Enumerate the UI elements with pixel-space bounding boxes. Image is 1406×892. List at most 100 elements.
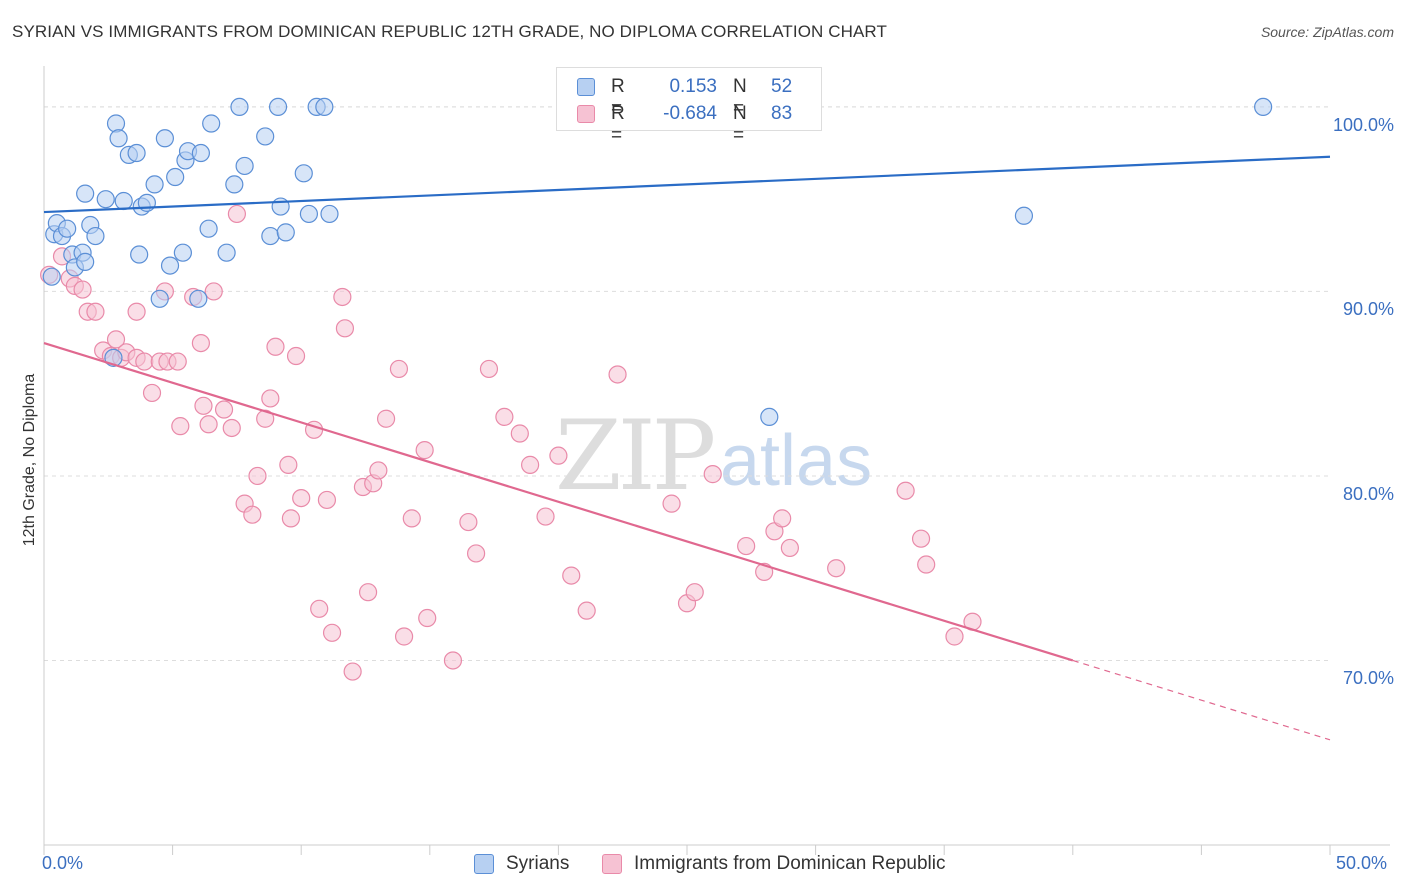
point-syrians — [217, 243, 236, 262]
point-syrians — [76, 252, 95, 272]
point-dominican — [199, 415, 218, 434]
point-syrians — [76, 184, 95, 203]
point-syrians — [145, 175, 164, 194]
legend-series: Syrians Immigrants from Dominican Republ… — [0, 852, 1406, 878]
point-dominican — [168, 352, 187, 371]
point-syrians — [299, 204, 319, 224]
point-dominican — [142, 383, 162, 403]
point-syrians — [760, 407, 779, 427]
legend-n-value: 83 — [771, 103, 793, 124]
point-dominican — [358, 583, 378, 602]
point-dominican — [510, 424, 529, 443]
point-dominican — [495, 407, 514, 427]
point-dominican — [917, 555, 936, 574]
point-dominican — [389, 359, 409, 379]
y-tick-label: 70.0% — [1342, 668, 1394, 689]
point-dominican — [248, 466, 267, 486]
point-dominican — [418, 608, 437, 628]
point-dominican — [394, 627, 414, 646]
series-syrians-points — [42, 97, 1273, 427]
point-dominican — [222, 418, 241, 438]
point-syrians — [160, 256, 180, 275]
point-syrians — [202, 114, 221, 133]
point-syrians — [235, 156, 254, 176]
legend-r-label: R = — [611, 103, 625, 146]
point-syrians — [86, 226, 105, 246]
point-syrians — [114, 191, 133, 211]
point-dominican — [562, 566, 581, 585]
point-dominican — [521, 455, 540, 474]
point-dominican — [266, 337, 285, 356]
point-dominican — [773, 509, 792, 528]
point-syrians — [225, 175, 244, 194]
point-syrians — [1254, 97, 1273, 117]
legend-bottom-swatch-syrians — [474, 854, 494, 874]
point-syrians — [189, 289, 208, 308]
point-syrians — [191, 143, 210, 163]
point-dominican — [322, 623, 342, 642]
point-syrians — [58, 219, 77, 238]
x-tick-label-min: 0.0% — [42, 853, 84, 873]
point-syrians — [315, 97, 334, 117]
legend-n-value: 52 — [771, 76, 793, 97]
point-syrians — [230, 97, 249, 117]
point-dominican — [415, 441, 434, 460]
trend-line-syrians — [43, 155, 1331, 214]
point-dominican — [292, 488, 311, 508]
point-dominican — [286, 346, 306, 366]
point-dominican — [214, 400, 234, 419]
point-syrians — [261, 226, 280, 246]
point-dominican — [310, 599, 329, 618]
x-tick-label-max: 50.0% — [1336, 853, 1388, 873]
legend-swatch-syrians — [577, 78, 595, 96]
point-dominican — [376, 409, 396, 428]
point-dominican — [194, 396, 213, 415]
point-dominican — [402, 509, 421, 528]
trend-line-dominican-extension — [1072, 659, 1331, 741]
point-dominican — [945, 627, 964, 646]
point-syrians — [276, 223, 295, 242]
point-dominican — [343, 662, 362, 681]
point-dominican — [827, 559, 846, 578]
point-dominican — [171, 417, 190, 436]
y-tick-label: 80.0% — [1342, 483, 1394, 504]
point-dominican — [317, 490, 337, 510]
watermark-zip: ZIP — [555, 400, 716, 512]
legend-bottom-swatch-dominican — [602, 854, 622, 874]
point-dominican — [135, 352, 154, 371]
axes — [43, 66, 1390, 855]
legend-r-value: 0.153 — [669, 76, 717, 97]
point-dominican — [279, 455, 298, 474]
legend-r-label: R = — [611, 76, 625, 119]
point-dominican — [333, 287, 352, 307]
point-syrians — [256, 127, 275, 146]
point-dominican — [369, 461, 388, 480]
point-dominican — [281, 509, 301, 528]
series-dominican-points — [40, 204, 982, 681]
legend-bottom-label-dominican: Immigrants from Dominican Republic — [634, 853, 946, 874]
legend-swatch-dominican — [577, 105, 595, 123]
point-dominican — [227, 204, 246, 224]
legend-bottom-label-syrians: Syrians — [506, 853, 570, 874]
point-dominican — [536, 507, 555, 526]
y-tick-label: 100.0% — [1332, 114, 1394, 135]
point-dominican — [662, 494, 681, 513]
point-syrians — [109, 129, 128, 148]
point-dominican — [608, 365, 627, 384]
y-axis-title: 12th Grade, No Diploma — [21, 373, 38, 547]
point-syrians — [127, 143, 146, 163]
point-dominican — [73, 280, 92, 299]
point-dominican — [703, 465, 722, 484]
point-dominican — [577, 601, 596, 620]
legend-r-value: -0.684 — [663, 103, 717, 124]
point-syrians — [150, 289, 169, 308]
point-syrians — [268, 97, 288, 117]
legend-n-label: N = — [733, 76, 747, 119]
point-dominican — [896, 481, 915, 500]
source-label: Source: ZipAtlas.com — [1260, 24, 1394, 40]
point-dominican — [443, 651, 463, 670]
trend-line-dominican — [43, 342, 1074, 662]
legend-n-label: N = — [733, 103, 747, 146]
point-syrians — [294, 164, 313, 183]
point-syrians — [320, 204, 339, 224]
